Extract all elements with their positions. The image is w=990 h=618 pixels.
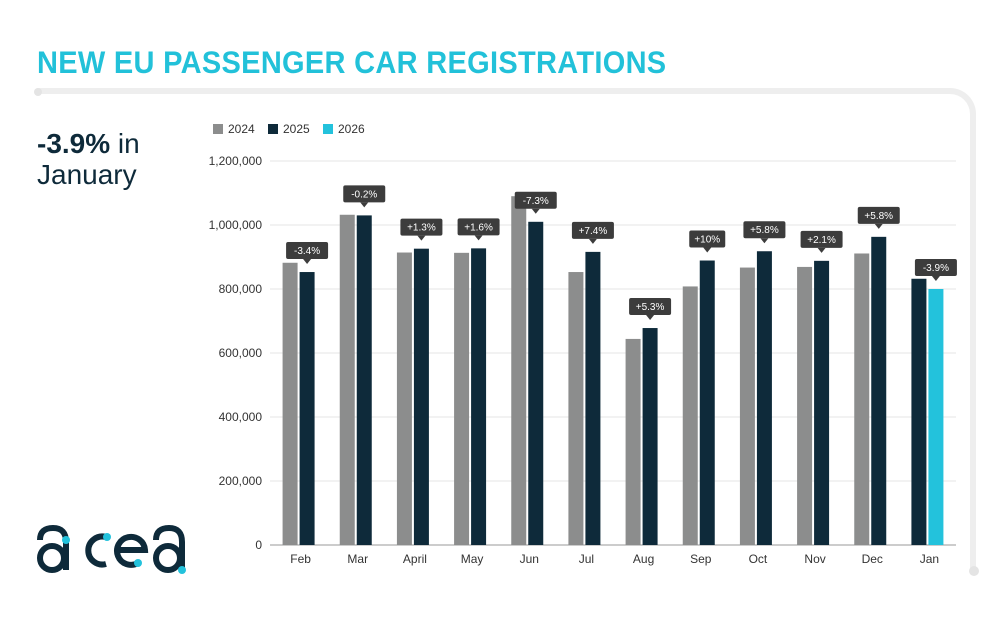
x-tick-label: Nov <box>804 552 825 566</box>
annotation-label: +5.3% <box>636 302 665 313</box>
annotation-box <box>343 185 386 203</box>
annotation-box <box>743 221 786 239</box>
bar-2024-dec <box>854 253 870 546</box>
annotation-pointer <box>931 276 940 281</box>
annotation-box <box>457 218 500 236</box>
bar-2024-sep <box>682 286 698 545</box>
bar-2025-jun <box>528 221 544 546</box>
annotation-pointer <box>588 238 597 244</box>
legend-swatch-2025 <box>268 124 278 134</box>
headline: -3.9% in January <box>37 128 140 190</box>
x-tick-label: May <box>461 552 484 566</box>
annotation-pointer <box>760 238 769 244</box>
legend-swatch-2024 <box>213 124 223 134</box>
frame-end-dot <box>34 88 42 96</box>
x-tick-label: Sep <box>690 552 712 566</box>
headline-suffix: in <box>110 128 140 159</box>
bar-2025-aug <box>642 328 658 545</box>
bar-2025-april <box>413 248 429 545</box>
annotation-label: -7.3% <box>523 196 549 207</box>
x-tick-label: Jan <box>920 552 939 566</box>
annotation-box <box>400 218 443 236</box>
bar-2025-may <box>471 248 487 546</box>
legend-swatch-2026 <box>323 124 333 134</box>
annotation-pointer <box>703 247 712 253</box>
y-tick-label: 800,000 <box>219 282 263 296</box>
annotation-box <box>286 242 329 260</box>
legend-label-2024: 2024 <box>228 122 255 136</box>
annotation-box <box>689 230 726 248</box>
bar-2025-dec <box>871 236 887 545</box>
y-tick-label: 1,000,000 <box>209 218 263 232</box>
x-tick-label: Oct <box>749 552 768 566</box>
annotation-pointer <box>646 315 655 321</box>
bar-2025-nov <box>814 260 830 545</box>
annotation-pointer <box>303 259 312 265</box>
legend-label-2025: 2025 <box>283 122 310 136</box>
annotation-label: +7.4% <box>579 226 608 237</box>
x-tick-label: Aug <box>633 552 654 566</box>
bar-2024-april <box>396 252 412 545</box>
x-tick-label: Feb <box>290 552 311 566</box>
frame-end-dot <box>969 566 979 576</box>
annotation-label: -3.9% <box>923 263 949 274</box>
bar-2024-oct <box>739 267 755 545</box>
bar-2025-feb <box>299 272 315 545</box>
annotation-label: +5.8% <box>864 211 893 222</box>
bar-2024-jul <box>568 272 584 545</box>
annotation-box <box>629 298 672 316</box>
y-tick-label: 600,000 <box>219 346 263 360</box>
page-title: NEW EU PASSENGER CAR REGISTRATIONS <box>37 46 667 81</box>
annotation-box <box>857 206 900 224</box>
x-tick-label: Mar <box>347 552 368 566</box>
annotation-label: -3.4% <box>294 246 320 257</box>
x-tick-label: April <box>403 552 427 566</box>
annotation-pointer <box>417 235 426 241</box>
bar-2024-may <box>454 252 470 545</box>
bar-2025-jul <box>585 251 601 545</box>
legend-label-2026: 2026 <box>338 122 365 136</box>
bar-2025-jan <box>911 278 927 545</box>
headline-value: -3.9% <box>37 128 111 159</box>
y-tick-label: 200,000 <box>219 474 263 488</box>
bar-2024-jun <box>511 196 527 545</box>
annotation-pointer <box>474 235 483 241</box>
bar-2024-mar <box>339 214 355 545</box>
y-tick-label: 1,200,000 <box>209 154 263 168</box>
annotation-box <box>914 259 957 276</box>
annotation-pointer <box>817 247 826 253</box>
chart-frame <box>37 88 976 572</box>
acea-logo: acea <box>37 524 186 574</box>
bar-2025-oct <box>756 251 772 546</box>
annotation-pointer <box>360 202 369 208</box>
x-tick-label: Jul <box>579 552 594 566</box>
annotation-pointer <box>531 208 540 214</box>
annotation-label: +1.3% <box>407 223 436 234</box>
y-tick-label: 400,000 <box>219 410 263 424</box>
x-tick-label: Jun <box>520 552 539 566</box>
annotation-label: +1.6% <box>464 222 493 233</box>
annotation-pointer <box>874 223 883 229</box>
y-tick-label: 0 <box>255 538 262 552</box>
bar-2024-aug <box>625 338 641 545</box>
bar-2024-feb <box>282 262 298 545</box>
annotation-label: +2.1% <box>807 235 836 246</box>
annotation-label: +5.8% <box>750 225 779 236</box>
bar-2025-sep <box>699 260 715 545</box>
bar-2024-nov <box>797 266 813 545</box>
annotation-box <box>571 221 614 239</box>
annotation-label: +10% <box>694 235 720 246</box>
annotation-box <box>800 230 843 248</box>
bar-2026-jan <box>928 289 944 545</box>
x-tick-label: Dec <box>862 552 883 566</box>
annotation-box <box>514 191 557 209</box>
bar-2025-mar <box>356 215 372 545</box>
annotation-label: -0.2% <box>351 189 377 200</box>
headline-month: January <box>37 159 137 190</box>
